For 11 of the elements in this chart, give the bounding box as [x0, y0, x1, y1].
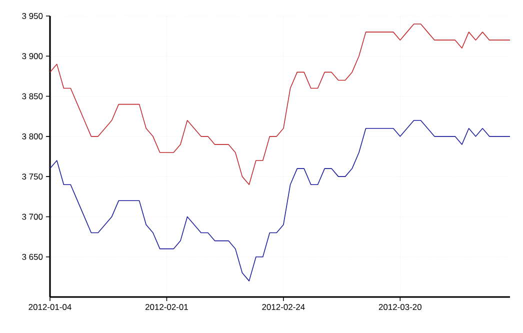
y-tick-label: 3 850 — [22, 93, 43, 100]
y-tick-label: 3 950 — [22, 13, 43, 19]
y-tick-label: 3 800 — [22, 133, 43, 140]
x-tick-label: 2012-02-01 — [145, 304, 188, 310]
y-tick-label: 3 750 — [22, 174, 43, 180]
x-tick-label: 2012-02-24 — [262, 304, 305, 310]
x-tick-label: 2012-01-04 — [28, 304, 72, 310]
y-tick-label: 3 700 — [22, 214, 43, 220]
y-tick-label: 3 900 — [22, 53, 43, 60]
y-tick-label: 3 650 — [22, 254, 43, 260]
x-tick-label: 2012-03-20 — [378, 304, 422, 310]
